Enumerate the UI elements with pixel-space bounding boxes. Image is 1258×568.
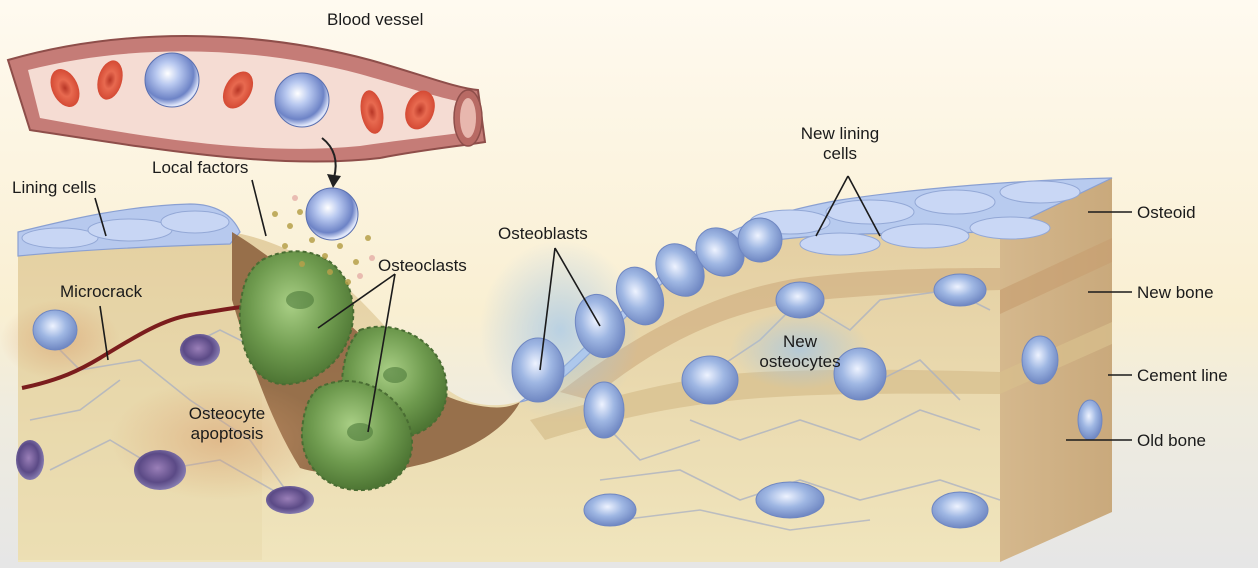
label-lining-cells: Lining cells <box>12 178 97 197</box>
blood-vessel <box>6 35 487 163</box>
osteoblast-cells <box>511 217 783 439</box>
label-osteoblasts: Osteoblasts <box>498 224 588 243</box>
local-factor-particles <box>272 209 371 285</box>
label-osteoid: Osteoid <box>1137 203 1196 222</box>
label-microcrack: Microcrack <box>60 282 143 301</box>
label-cement-line: Cement line <box>1137 366 1228 385</box>
label-local-factors: Local factors <box>152 158 249 177</box>
label-osteoclasts: Osteoclasts <box>378 256 467 275</box>
leader-lines <box>94 175 1132 441</box>
label-blood-vessel: Blood vessel <box>327 10 424 29</box>
label-new-osteocytes: New osteocytes <box>759 332 841 371</box>
bone-block <box>0 177 1113 562</box>
migrating-precursor-cell <box>305 187 359 241</box>
migration-arrow <box>321 137 337 179</box>
osteoclast-cells <box>238 250 448 492</box>
microcrack-line <box>21 304 251 390</box>
label-old-bone: Old bone <box>1137 431 1206 450</box>
label-new-lining-cells: New lining cells <box>800 124 880 163</box>
new-osteocyte-cells <box>32 273 1103 529</box>
label-osteocyte-apoptosis: Osteocyte apoptosis <box>188 404 266 443</box>
apoptotic-osteocyte-cells <box>16 334 314 514</box>
label-new-bone: New bone <box>1137 283 1214 302</box>
